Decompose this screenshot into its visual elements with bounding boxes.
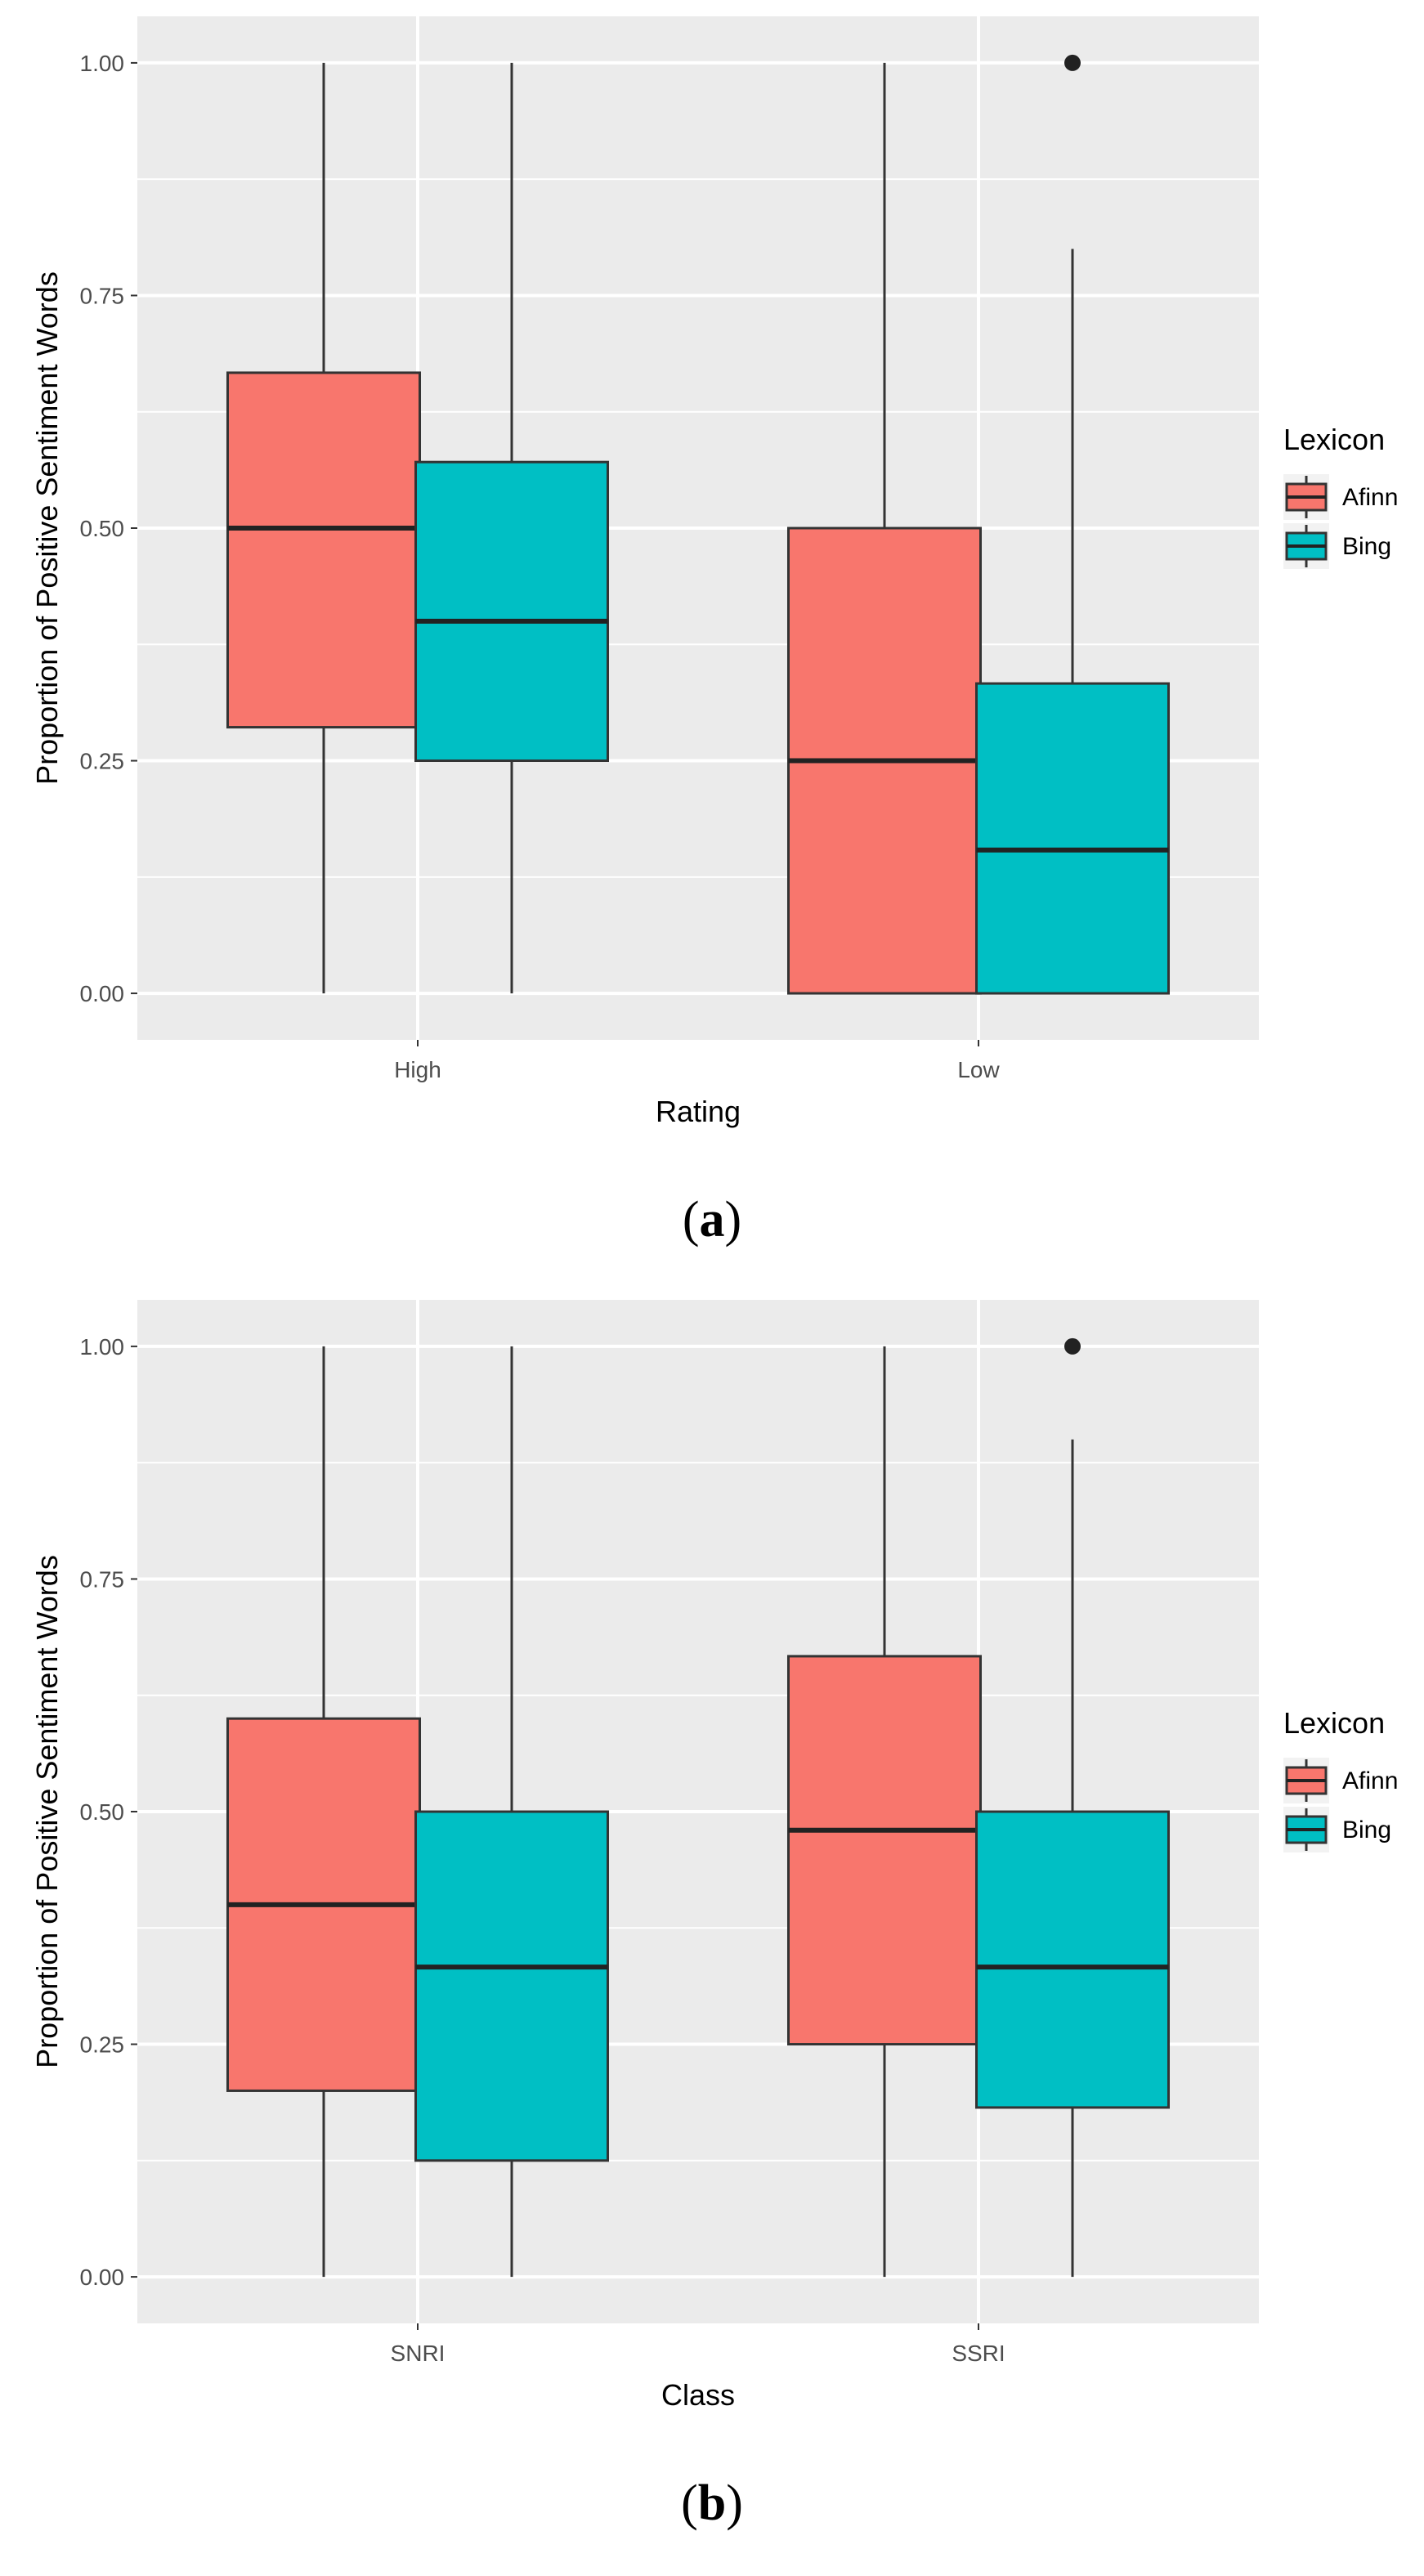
box-bing-snri	[414, 1346, 609, 2278]
x-tick-label-ssri: SSRI	[952, 2341, 1005, 2366]
iqr-box	[975, 1810, 1170, 2109]
y-tick-label: 0.00	[80, 981, 125, 1006]
y-tick-label: 0.50	[80, 1799, 125, 1825]
legend-key-afinn	[1283, 474, 1329, 520]
box-bing-ssri	[975, 1337, 1170, 2278]
box-bing-low	[975, 54, 1170, 995]
boxplot-panel-b: 0.00 0.25 0.50 0.75 1.00 SNRI SSRI Class Proport…	[30, 1300, 1398, 2531]
box-afinn-low	[787, 62, 982, 995]
box-afinn-ssri	[787, 1346, 982, 2278]
y-tick-label: 1.00	[80, 1334, 125, 1360]
y-tick-label: 0.00	[80, 2265, 125, 2290]
outlier-point	[1064, 54, 1081, 71]
x-tick-label-high: High	[394, 1057, 441, 1082]
box-afinn-snri	[226, 1346, 421, 2278]
iqr-box	[414, 460, 609, 763]
legend-key-bing	[1283, 1807, 1329, 1852]
x-tick-label-snri: SNRI	[391, 2341, 446, 2366]
x-tick-label-low: Low	[957, 1057, 1000, 1082]
boxplot-panel-a: 0.00 0.25 0.50 0.75 1.00 High Low Rating Proport…	[30, 16, 1398, 1248]
y-tick-label: 0.25	[80, 2032, 125, 2058]
legend-key-bing	[1283, 523, 1329, 569]
legend-title: Lexicon	[1283, 423, 1385, 456]
legend-label-bing: Bing	[1342, 533, 1391, 560]
legend-key-afinn	[1283, 1758, 1329, 1803]
panel-label: (a)	[683, 1192, 741, 1248]
iqr-box	[975, 682, 1170, 995]
y-tick-label: 0.25	[80, 749, 125, 774]
box-afinn-high	[226, 62, 421, 994]
legend-label-bing: Bing	[1342, 1817, 1391, 1844]
y-axis-title: Proportion of Positive Sentiment Words	[30, 1555, 64, 2068]
x-axis-title: Class	[661, 2378, 735, 2412]
y-tick-label: 0.75	[80, 1566, 125, 1592]
y-tick-label: 1.00	[80, 51, 125, 76]
iqr-box	[226, 371, 421, 729]
legend-title: Lexicon	[1283, 1706, 1385, 1740]
y-tick-label: 0.50	[80, 516, 125, 541]
y-tick-label: 0.75	[80, 283, 125, 308]
legend-label-afinn: Afinn	[1342, 484, 1398, 511]
panel-label: (b)	[681, 2475, 743, 2531]
iqr-box	[787, 1655, 982, 2046]
box-bing-high	[414, 62, 609, 994]
legend-label-afinn: Afinn	[1342, 1767, 1398, 1794]
y-axis-title: Proportion of Positive Sentiment Words	[30, 271, 64, 785]
iqr-box	[414, 1810, 609, 2162]
outlier-point	[1064, 1337, 1081, 1355]
x-axis-title: Rating	[656, 1095, 741, 1128]
